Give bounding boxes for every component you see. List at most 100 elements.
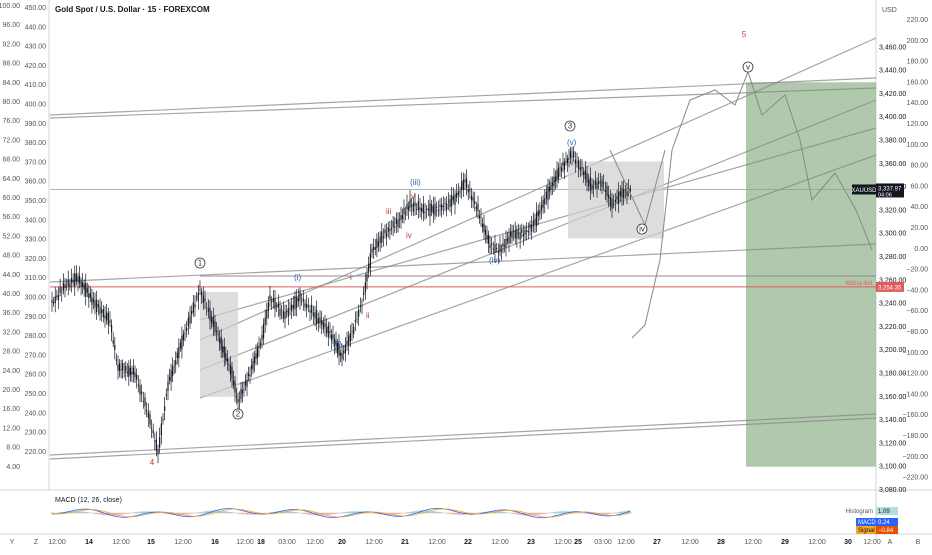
right-outer-tick: 60.00 — [910, 183, 928, 190]
price-tick: 3,380.00 — [879, 138, 906, 145]
macd-hist-bar — [81, 511, 82, 513]
macd-hist-bar — [87, 512, 88, 513]
left-axis-tick: 260.00 — [25, 372, 47, 379]
candle-body — [446, 204, 447, 210]
candle-body — [318, 318, 319, 323]
time-tick: 12:00 — [306, 539, 324, 546]
candle-body — [154, 440, 155, 441]
time-tick: 12:00 — [554, 539, 572, 546]
macd-hist-bar — [309, 513, 310, 515]
candle-body — [106, 312, 107, 321]
candle-body — [376, 239, 377, 248]
macd-hist-bar — [539, 513, 540, 515]
left-axis-tick: 230.00 — [25, 430, 47, 437]
macd-hist-bar — [191, 513, 192, 514]
macd-hist-bar — [333, 513, 334, 514]
candle-body — [208, 308, 209, 311]
right-outer-tick: −20.00 — [906, 267, 928, 274]
candle-body — [266, 310, 267, 318]
candle-body — [620, 191, 621, 196]
candle-body — [378, 241, 379, 246]
candle-body — [418, 201, 419, 210]
macd-hist-bar — [203, 511, 204, 513]
macd-hist-bar — [413, 511, 414, 513]
time-tick: 25 — [574, 539, 582, 546]
candle-body — [524, 230, 525, 235]
candle-body — [255, 353, 256, 358]
candle-body — [370, 253, 371, 268]
right-outer-tick: −140.00 — [903, 391, 929, 398]
candle-body — [559, 167, 560, 168]
candle-body — [615, 200, 616, 202]
candle-body — [365, 282, 366, 292]
candle-body — [231, 367, 232, 379]
candle-body — [405, 213, 406, 214]
wave-label-paren-i: (i) — [294, 273, 301, 282]
candle-body — [461, 181, 462, 190]
candle-body — [534, 219, 535, 225]
candle-body — [296, 297, 297, 308]
macd-hist-bar — [125, 513, 126, 514]
candle-body — [531, 225, 532, 232]
candle-body — [144, 398, 145, 406]
candle-body — [263, 324, 264, 338]
time-tick: 12:00 — [365, 539, 383, 546]
left-outer-tick: 84.00 — [2, 80, 20, 87]
candle-body — [408, 207, 409, 211]
candle-body — [186, 328, 187, 331]
candle-body — [424, 212, 425, 213]
candle-body — [526, 230, 527, 231]
macd-hist-bar — [205, 511, 206, 513]
candle-body — [199, 289, 200, 290]
candle-body — [245, 382, 246, 386]
macd-hist-bar — [101, 513, 102, 515]
candle-body — [520, 232, 521, 239]
candle-body — [254, 357, 255, 363]
candle-body — [608, 195, 609, 199]
candle-body — [196, 297, 197, 298]
candle-body — [429, 203, 430, 216]
time-tick: 12:00 — [491, 539, 509, 546]
price-tick: 3,220.00 — [879, 324, 906, 331]
macd-hist-bar — [449, 513, 450, 514]
candle-body — [291, 305, 292, 312]
histogram-label: Histogram — [846, 509, 873, 515]
macd-hist-bar — [559, 511, 560, 513]
candle-body — [298, 298, 299, 302]
candle-body — [268, 303, 269, 311]
candle-body — [426, 209, 427, 210]
wave-label-2: 2 — [236, 410, 241, 419]
candle-body — [329, 331, 330, 333]
right-outer-tick: −220.00 — [903, 475, 929, 482]
candle-body — [237, 399, 238, 403]
candle-body — [324, 323, 325, 327]
time-tick: 12:00 — [174, 539, 192, 546]
candle-body — [169, 377, 170, 381]
candle-body — [331, 335, 332, 341]
candle-body — [261, 335, 262, 340]
candle-body — [279, 309, 280, 316]
candle-body — [286, 311, 287, 313]
candle-body — [555, 177, 556, 182]
candle-body — [583, 172, 584, 175]
candle-body — [227, 359, 228, 362]
wave-label-5: 5 — [742, 30, 747, 39]
wave-label-4: 4 — [150, 458, 155, 467]
candle-body — [393, 221, 394, 227]
macd-hist-bar — [231, 512, 232, 513]
candle-body — [558, 168, 559, 179]
macd-hist-bar — [291, 512, 292, 513]
macd-hist-bar — [223, 511, 224, 513]
candle-body — [528, 231, 529, 232]
candle-body — [381, 231, 382, 242]
candle-body — [314, 312, 315, 318]
candle-body — [101, 310, 102, 313]
price-tick: 3,240.00 — [879, 301, 906, 308]
right-outer-tick: 20.00 — [910, 225, 928, 232]
candle-body — [515, 231, 516, 239]
candle-body — [156, 440, 157, 451]
candle-body — [214, 321, 215, 332]
candle-body — [265, 318, 266, 325]
candle-body — [593, 186, 594, 187]
candle-body — [473, 197, 474, 200]
